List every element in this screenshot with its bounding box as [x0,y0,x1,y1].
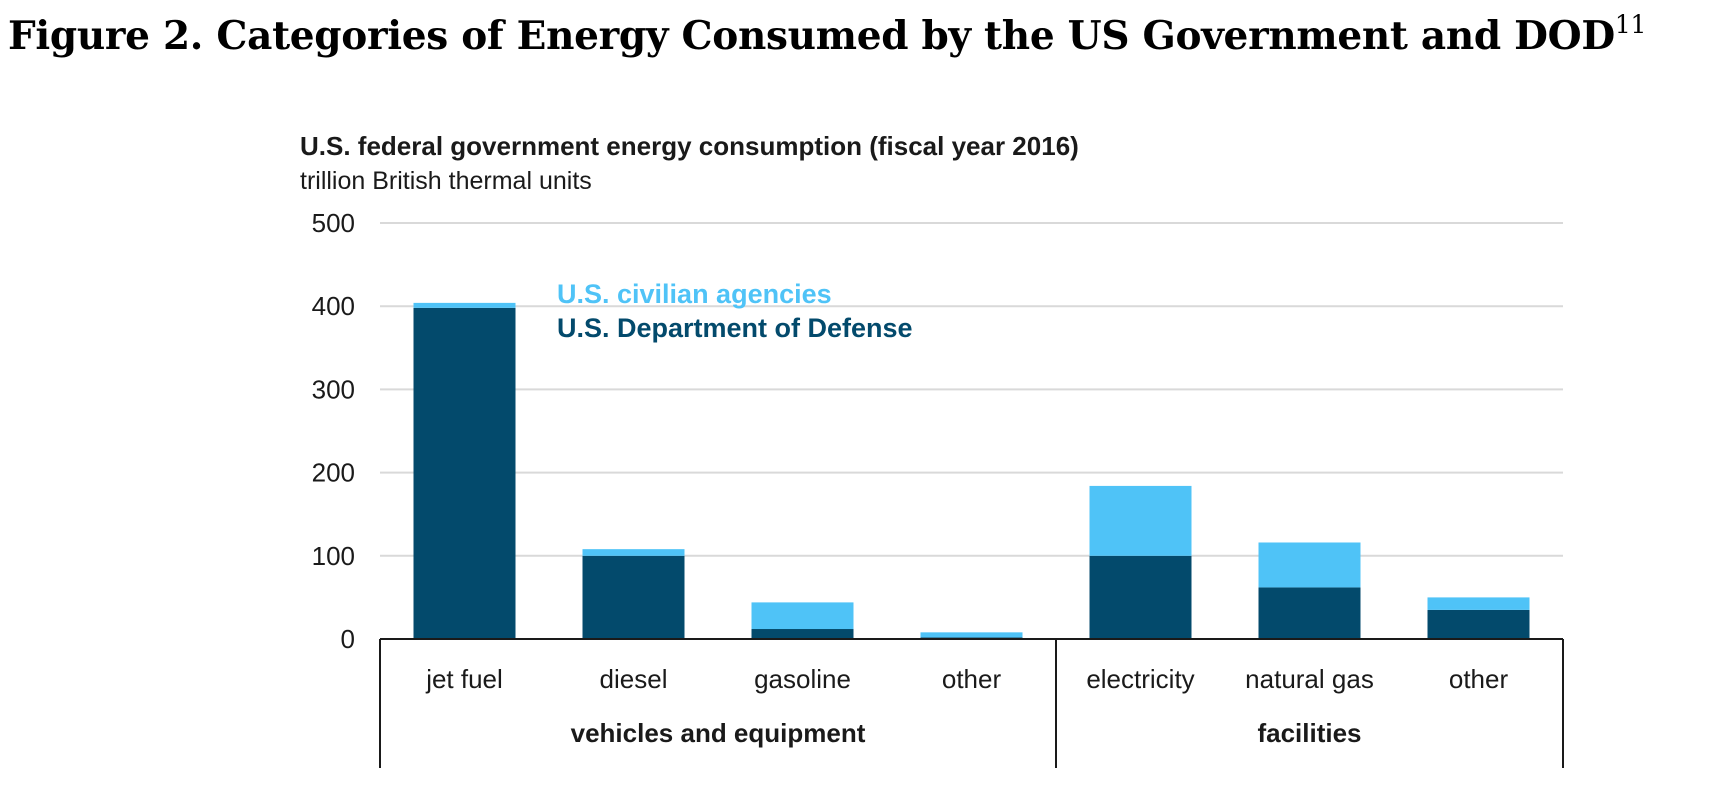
group-label: facilities [1257,718,1361,748]
bar-civilian [413,302,516,308]
bar-defense [582,555,685,639]
grid-lines [380,222,1563,557]
category-label: electricity [1086,664,1194,694]
bar-defense [751,629,854,639]
y-tick-label: 100 [312,541,355,571]
legend: U.S. civilian agencies U.S. Department of… [557,279,913,343]
group-label: vehicles and equipment [571,718,866,748]
category-label: gasoline [754,664,851,694]
bar-civilian [1427,597,1530,610]
category-label: natural gas [1245,664,1374,694]
y-tick-label: 400 [312,291,355,321]
category-axis: vehicles and equipment facilities jet fuel… [379,638,1564,768]
bar-defense [1089,555,1192,639]
category-label: diesel [600,664,668,694]
figure-caption-text: Figure 2. Categories of Energy Consumed … [8,13,1615,59]
category-label: jet fuel [425,664,503,694]
footnote-marker: 11 [1614,10,1647,39]
bar-civilian [920,632,1023,638]
bar-civilian [1258,542,1361,588]
figure-caption: Figure 2. Categories of Energy Consumed … [8,10,1646,59]
bar-defense [1258,587,1361,639]
chart-subtitle: trillion British thermal units [300,167,592,195]
y-axis-ticks: 0 100 200 300 400 500 [312,208,355,654]
y-tick-label: 200 [312,458,355,488]
legend-civilian: U.S. civilian agencies [557,279,832,309]
y-tick-label: 500 [312,208,355,238]
bar-civilian [1089,485,1192,556]
y-tick-label: 300 [312,374,355,404]
bars [413,302,1530,639]
bar-civilian [751,602,854,630]
y-tick-label: 0 [341,624,355,654]
bar-defense [1427,609,1530,639]
bar-civilian [582,549,685,556]
category-label: other [1449,664,1509,694]
chart-title: U.S. federal government energy consumpti… [300,131,1079,161]
category-label: other [942,664,1002,694]
legend-defense: U.S. Department of Defense [557,313,913,343]
bar-defense [413,307,516,639]
